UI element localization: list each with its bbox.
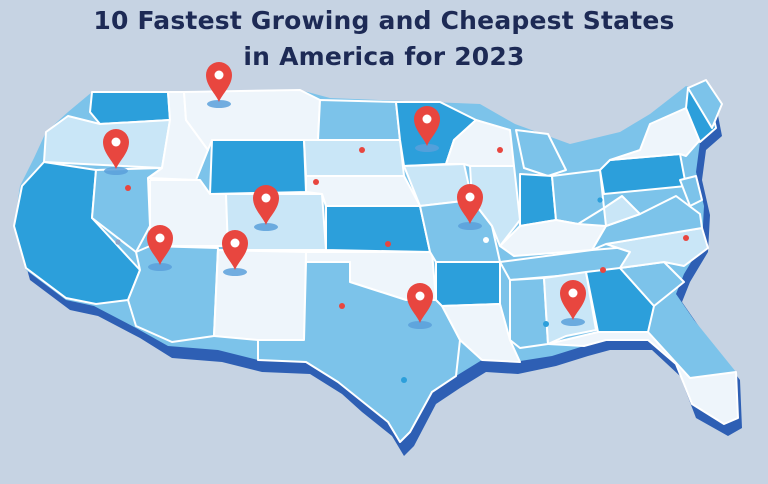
- dot-marker-icon: [543, 321, 549, 327]
- state-kentucky: [499, 219, 607, 257]
- small-markers: [115, 147, 689, 383]
- state-arizona: [127, 245, 219, 343]
- title-line-1: 10 Fastest Growing and Cheapest States: [93, 6, 675, 35]
- dot-marker-icon: [683, 235, 689, 241]
- dot-marker-icon: [600, 267, 606, 273]
- state-texas: [257, 261, 461, 443]
- state-north-dakota: [317, 99, 401, 141]
- dot-marker-icon: [359, 147, 365, 153]
- title-line-2: in America for 2023: [243, 42, 525, 71]
- state-kansas: [325, 205, 431, 253]
- state-ohio: [551, 169, 605, 225]
- dot-marker-icon: [339, 303, 345, 309]
- state-wyoming: [209, 139, 307, 195]
- state-maine: [687, 79, 723, 129]
- state-arkansas: [435, 261, 501, 307]
- state-georgia: [585, 267, 655, 333]
- dot-marker-icon: [313, 179, 319, 185]
- state-north-carolina: [605, 227, 709, 269]
- dot-marker-icon: [597, 197, 603, 203]
- state-west-virginia: [603, 195, 641, 227]
- state-indiana: [519, 173, 557, 227]
- dot-marker-icon: [115, 239, 121, 245]
- state-michigan: [515, 129, 567, 177]
- state-pennsylvania: [599, 153, 687, 195]
- state-washington: [89, 91, 171, 125]
- state-new-mexico: [213, 249, 307, 341]
- state-mississippi: [509, 277, 549, 349]
- state-maryland-delaware: [679, 175, 703, 207]
- state-louisiana: [441, 303, 521, 363]
- dot-marker-icon: [497, 147, 503, 153]
- dot-marker-icon: [125, 185, 131, 191]
- state-south-dakota: [303, 139, 405, 177]
- dot-marker-icon: [385, 241, 391, 247]
- state-florida: [547, 331, 739, 425]
- dot-marker-icon: [401, 377, 407, 383]
- dot-marker-icon: [483, 237, 489, 243]
